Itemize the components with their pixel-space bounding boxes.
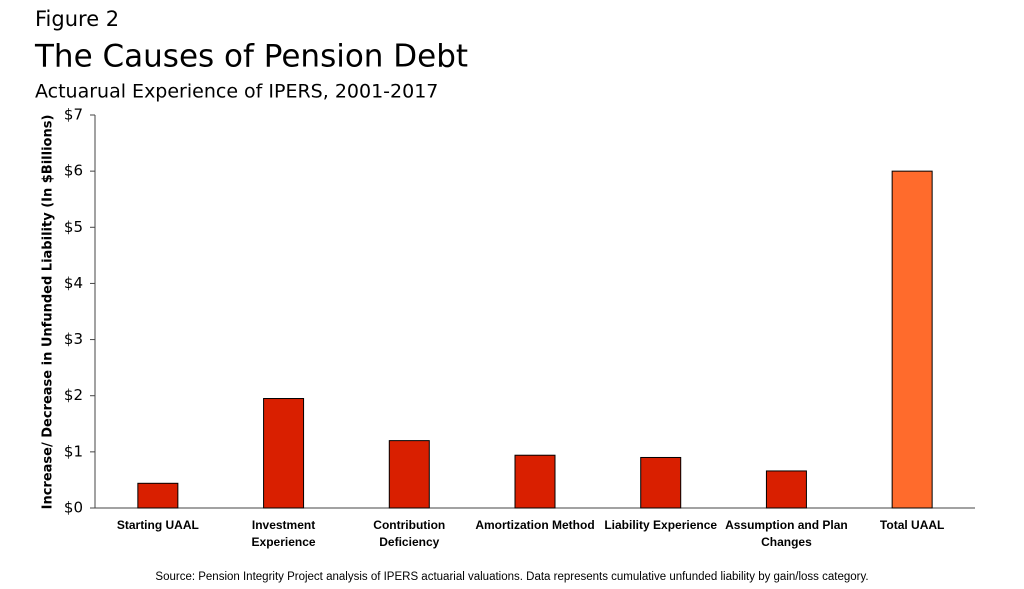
bar <box>640 456 682 509</box>
y-tick-label: $1 <box>64 442 83 460</box>
x-tick-label: Assumption and Plan Changes <box>725 518 848 549</box>
y-tick-label: $2 <box>64 386 83 404</box>
y-tick-label: $0 <box>64 499 83 517</box>
x-tick-label: Total UAAL <box>879 518 945 532</box>
y-tick-label: $7 <box>64 106 83 124</box>
figure-label: Figure 2 <box>35 7 119 31</box>
x-tick-label: Investment Experience <box>251 518 316 549</box>
bar <box>263 398 305 509</box>
source-note: Source: Pension Integrity Project analys… <box>155 571 868 583</box>
y-tick-label: $3 <box>64 330 83 348</box>
x-tick-label: Contribution Deficiency <box>373 518 446 549</box>
x-tick-label: Liability Experience <box>604 518 718 532</box>
bar <box>891 170 933 509</box>
x-tick-label: Amortization Method <box>475 518 595 532</box>
bar <box>765 470 807 509</box>
chart-subtitle: Actuarual Experience of IPERS, 2001-2017 <box>35 81 438 103</box>
bar <box>514 454 556 509</box>
x-tick-label: Starting UAAL <box>116 518 199 532</box>
y-axis-label: Increase/ Decrease in Unfunded Liability… <box>41 115 56 510</box>
bar <box>388 440 430 509</box>
chart-title: The Causes of Pension Debt <box>34 39 468 75</box>
bar <box>137 482 179 509</box>
y-tick-label: $4 <box>64 274 83 292</box>
y-tick-label: $6 <box>64 162 83 180</box>
y-tick-label: $5 <box>64 218 83 236</box>
